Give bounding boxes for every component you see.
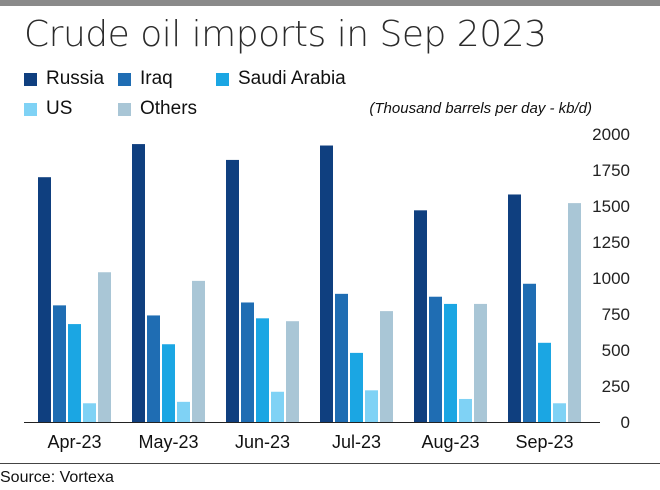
legend-item-russia: Russia xyxy=(24,68,104,90)
bar-iraq xyxy=(147,315,160,422)
legend-swatch-us xyxy=(24,102,37,116)
bar-us xyxy=(365,390,378,422)
bar-others xyxy=(192,280,205,422)
legend-item-saudi-arabia: Saudi Arabia xyxy=(216,68,346,90)
bar-saudi-arabia xyxy=(350,352,363,422)
legend-item-us: US xyxy=(24,98,72,120)
x-tick-label: May-23 xyxy=(138,432,198,452)
bar-others xyxy=(380,311,393,422)
bar-russia xyxy=(132,144,145,422)
bar-russia xyxy=(414,210,427,422)
bar-us xyxy=(83,403,96,422)
bar-saudi-arabia xyxy=(162,344,175,422)
bar-iraq xyxy=(241,302,254,422)
x-tick-label: Jun-23 xyxy=(235,432,290,452)
bar-others xyxy=(474,303,487,422)
source-note: Source: Vortexa xyxy=(0,469,114,486)
chart-title: Crude oil imports in Sep 2023 xyxy=(24,14,547,55)
x-tick-label: Jul-23 xyxy=(332,432,381,452)
bar-iraq xyxy=(429,296,442,422)
bar-iraq xyxy=(335,293,348,422)
x-tick-label: Aug-23 xyxy=(421,432,479,452)
bar-russia xyxy=(38,177,51,422)
y-tick-label: 0 xyxy=(621,413,630,432)
y-tick-label: 1000 xyxy=(592,269,630,288)
top-rule xyxy=(0,0,660,6)
x-tick-label: Apr-23 xyxy=(47,432,101,452)
bar-iraq xyxy=(53,305,66,422)
bar-others xyxy=(568,203,581,422)
y-tick-label: 1750 xyxy=(592,161,630,180)
y-tick-label: 1250 xyxy=(592,233,630,252)
legend-item-iraq: Iraq xyxy=(118,68,173,90)
legend-label-saudi-arabia: Saudi Arabia xyxy=(238,68,346,89)
unit-note: (Thousand barrels per day - kb/d) xyxy=(369,100,592,117)
bar-russia xyxy=(226,159,239,423)
y-tick-label: 750 xyxy=(602,305,630,324)
legend-label-us: US xyxy=(46,98,73,119)
legend-swatch-saudi-arabia xyxy=(216,72,229,86)
bar-us xyxy=(177,401,190,422)
legend-swatch-russia xyxy=(24,72,37,86)
legend-swatch-others xyxy=(118,102,131,116)
y-tick-label: 250 xyxy=(602,377,630,396)
bar-saudi-arabia xyxy=(256,318,269,422)
bar-others xyxy=(286,321,299,422)
bar-us xyxy=(271,391,284,422)
bar-saudi-arabia xyxy=(538,342,551,422)
bar-saudi-arabia xyxy=(68,324,81,422)
bar-us xyxy=(553,403,566,422)
bar-iraq xyxy=(523,283,536,422)
bar-russia xyxy=(508,194,521,422)
legend-label-iraq: Iraq xyxy=(140,68,173,89)
legend-label-others: Others xyxy=(140,98,198,119)
y-tick-label: 1500 xyxy=(592,197,630,216)
bar-russia xyxy=(320,145,333,422)
y-tick-label: 500 xyxy=(602,341,630,360)
bar-others xyxy=(98,272,111,422)
bar-saudi-arabia xyxy=(444,303,457,422)
legend-label-russia: Russia xyxy=(46,68,105,89)
bottom-rule xyxy=(0,463,660,464)
legend-swatch-iraq xyxy=(118,72,131,86)
x-tick-label: Sep-23 xyxy=(515,432,573,452)
legend: Russia Iraq Saudi Arabia US Others xyxy=(24,68,644,124)
legend-item-others: Others xyxy=(118,98,197,120)
bar-us xyxy=(459,398,472,422)
y-tick-label: 2000 xyxy=(592,125,630,144)
